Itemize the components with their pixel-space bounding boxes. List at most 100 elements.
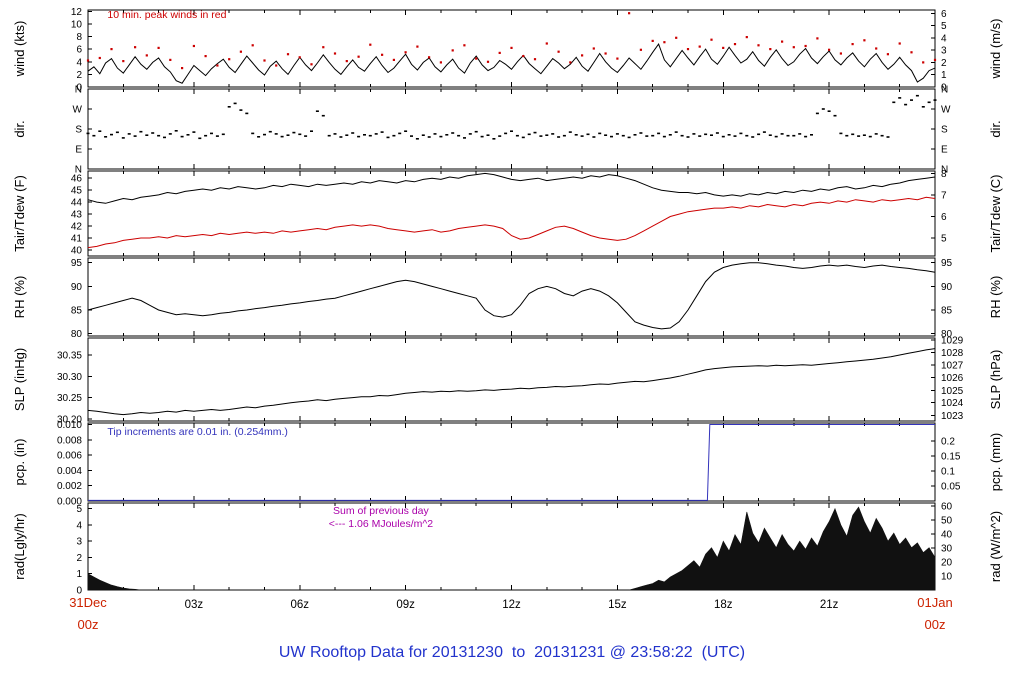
dewpoint-temperature-series — [87, 196, 936, 249]
svg-text:90: 90 — [71, 282, 83, 293]
relative-humidity-series — [87, 262, 936, 330]
svg-text:SLP (hPa): SLP (hPa) — [988, 350, 1003, 410]
svg-text:8: 8 — [76, 32, 82, 43]
svg-text:0.15: 0.15 — [941, 451, 961, 462]
svg-text:0.008: 0.008 — [57, 435, 82, 446]
svg-text:01Jan: 01Jan — [917, 595, 952, 610]
svg-text:1027: 1027 — [941, 361, 964, 372]
svg-text:3: 3 — [76, 537, 82, 548]
svg-text:S: S — [941, 125, 948, 136]
svg-text:30: 30 — [941, 544, 953, 555]
chart-title: UW Rooftop Data for 20131230 to 20131231… — [278, 644, 746, 661]
svg-text:7: 7 — [941, 190, 947, 201]
svg-text:0.1: 0.1 — [941, 466, 955, 477]
svg-text:8: 8 — [941, 169, 947, 180]
axis-ticks — [88, 10, 935, 88]
svg-text:0.000: 0.000 — [57, 497, 82, 508]
axis-ticks — [88, 338, 935, 421]
svg-text:1029: 1029 — [941, 336, 964, 347]
radiation-panel: 0 1 2 3 4 5 10 20 30 40 50 60 rad(Lgly/hr) rad (W/m^2… — [12, 502, 1003, 597]
svg-text:85: 85 — [71, 306, 83, 317]
svg-text:5: 5 — [76, 504, 82, 515]
svg-text:1023: 1023 — [941, 411, 964, 422]
svg-text:0.010: 0.010 — [57, 420, 82, 431]
panel-frame — [87, 257, 936, 337]
precipitation-panel: 0.000 0.002 0.004 0.006 0.008 0.010 0.05 0.1 0.1… — [12, 420, 1003, 507]
sea-level-pressure-series — [87, 348, 936, 416]
wind-speed-series — [87, 43, 936, 84]
svg-text:1: 1 — [941, 70, 947, 81]
svg-text:Tip increments are 0.01 in. (0: Tip increments are 0.01 in. (0.254mm.) — [107, 426, 288, 438]
svg-text:20: 20 — [941, 558, 953, 569]
panel-frame — [87, 88, 936, 170]
svg-text:90: 90 — [941, 282, 953, 293]
svg-text:31Dec: 31Dec — [69, 595, 107, 610]
precipitation-series — [88, 424, 935, 501]
svg-text:30.20: 30.20 — [57, 414, 82, 425]
svg-text:W: W — [941, 105, 951, 116]
svg-text:2: 2 — [76, 553, 82, 564]
svg-text:wind (m/s): wind (m/s) — [988, 19, 1003, 80]
svg-text:0: 0 — [76, 586, 82, 597]
svg-text:W: W — [73, 105, 83, 116]
svg-text:2: 2 — [76, 70, 82, 81]
svg-text:RH (%): RH (%) — [988, 276, 1003, 319]
svg-text:43: 43 — [71, 210, 83, 221]
axis-labels: 0 1 2 3 4 5 10 20 30 40 50 60 rad(Lgly/hr) rad (W/m^2… — [12, 502, 1003, 597]
svg-text:45: 45 — [71, 186, 83, 197]
panel-annotation: Tip increments are 0.01 in. (0.254mm.) — [107, 426, 288, 438]
svg-text:95: 95 — [71, 258, 83, 269]
svg-text:pcp. (mm): pcp. (mm) — [988, 433, 1003, 492]
svg-text:50: 50 — [941, 516, 953, 527]
svg-text:00z: 00z — [78, 617, 99, 632]
svg-text:pcp. (in): pcp. (in) — [12, 439, 27, 486]
time-axis: 03z 06z 09z 12z 15z 18z 21z 31Dec 00z 01Jan 00z — [69, 595, 953, 632]
svg-text:12: 12 — [71, 7, 83, 18]
svg-text:60: 60 — [941, 502, 953, 513]
axis-ticks — [88, 171, 935, 256]
svg-text:6: 6 — [941, 9, 947, 20]
svg-text:wind (kts): wind (kts) — [12, 21, 27, 78]
svg-text:1028: 1028 — [941, 348, 964, 359]
svg-text:rad(Lgly/hr): rad(Lgly/hr) — [12, 513, 27, 579]
svg-text:0.05: 0.05 — [941, 481, 961, 492]
svg-text:30.30: 30.30 — [57, 372, 82, 383]
svg-text:Tair/Tdew (F): Tair/Tdew (F) — [12, 175, 27, 252]
svg-text:SLP (inHg): SLP (inHg) — [12, 348, 27, 411]
svg-text:0.004: 0.004 — [57, 466, 82, 477]
svg-text:N: N — [941, 165, 948, 176]
svg-text:40: 40 — [941, 530, 953, 541]
svg-text:10 min. peak winds in red: 10 min. peak winds in red — [107, 9, 226, 21]
panel-annotation: Sum of previous day — [333, 505, 429, 517]
svg-text:Sum of previous day: Sum of previous day — [333, 505, 429, 517]
svg-text:1024: 1024 — [941, 398, 964, 409]
svg-text:80: 80 — [71, 329, 83, 340]
svg-text:5: 5 — [941, 21, 947, 32]
svg-text:N: N — [941, 85, 948, 96]
panel-annotation: <--- 1.06 MJoules/m^2 — [329, 518, 434, 530]
svg-text:0: 0 — [941, 83, 947, 94]
svg-text:00z: 00z — [925, 617, 946, 632]
panel-frame — [87, 170, 936, 257]
svg-text:N: N — [75, 85, 82, 96]
svg-text:1: 1 — [76, 569, 82, 580]
svg-text:30.35: 30.35 — [57, 351, 82, 362]
svg-text:6: 6 — [76, 45, 82, 56]
svg-text:rad (W/m^2): rad (W/m^2) — [988, 511, 1003, 582]
svg-text:46: 46 — [71, 174, 83, 185]
air-temperature-series — [87, 172, 936, 204]
svg-text:E: E — [941, 145, 948, 156]
axis-labels: 80 85 90 95 80 85 90 95 RH (%) RH (%) — [12, 258, 1003, 340]
svg-text:<--- 1.06 MJoules/m^2: <--- 1.06 MJoules/m^2 — [329, 518, 434, 530]
panel-frame — [87, 337, 936, 422]
svg-text:10: 10 — [71, 19, 83, 30]
svg-text:3: 3 — [941, 46, 947, 57]
svg-text:40: 40 — [71, 246, 83, 257]
